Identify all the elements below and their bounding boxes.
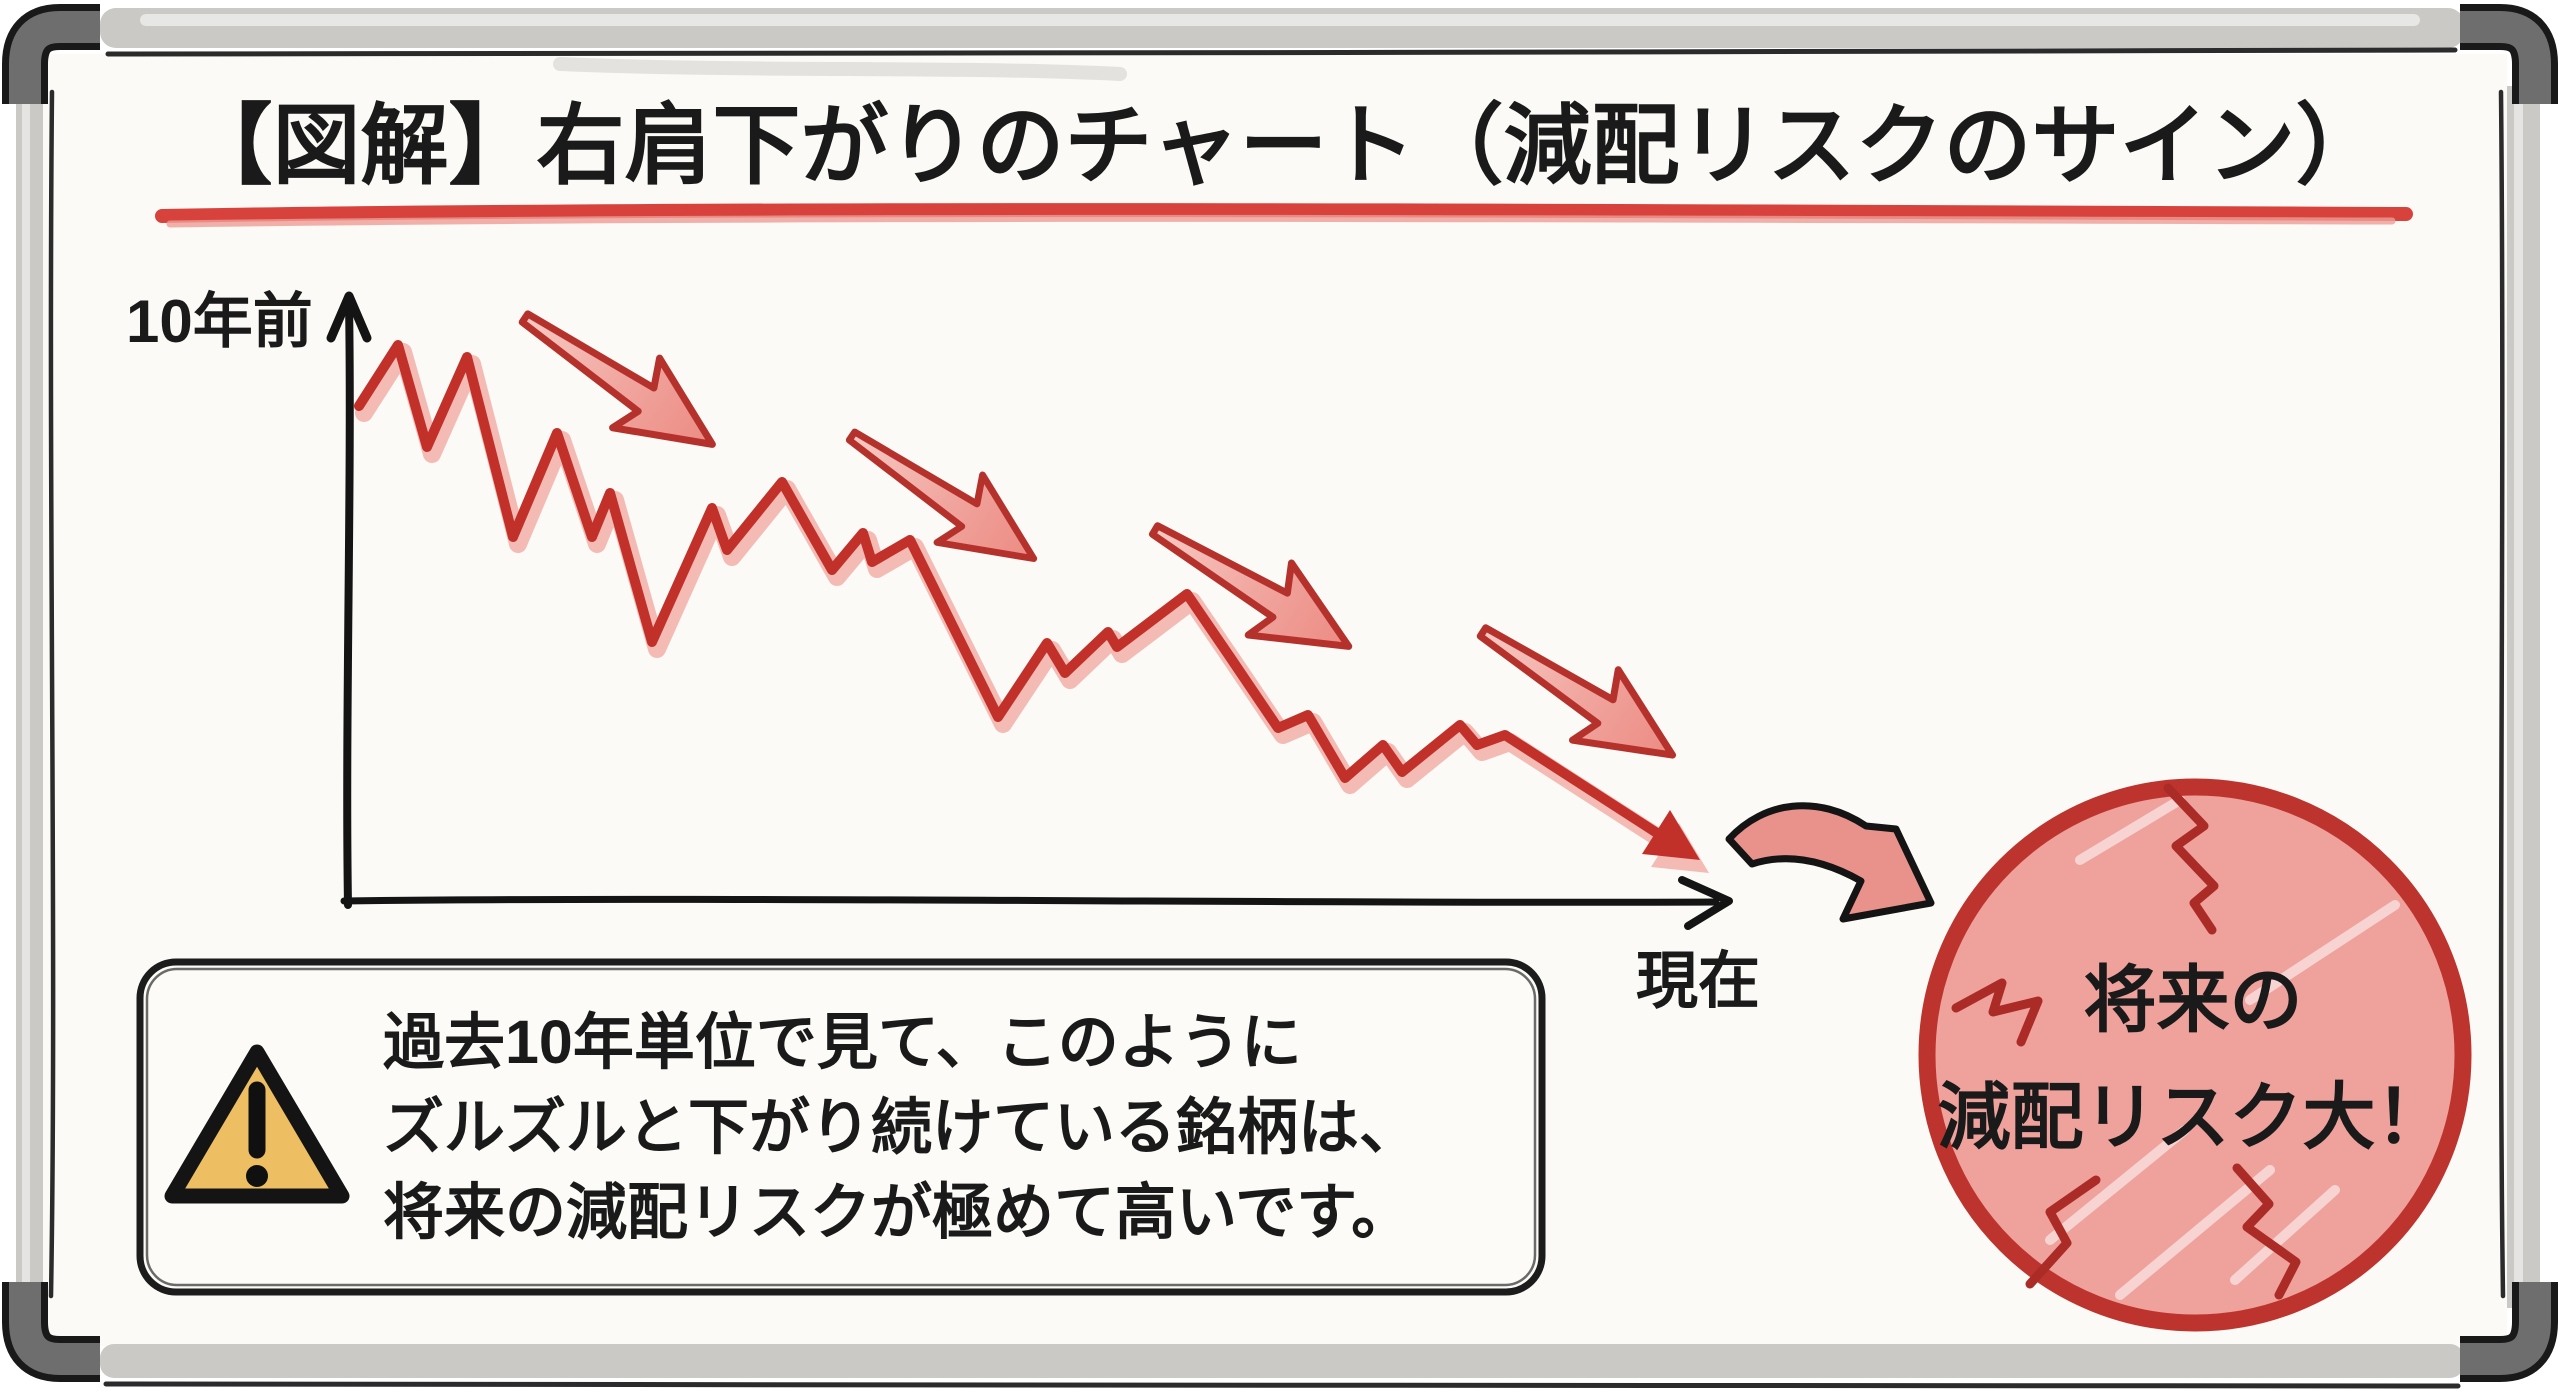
note-box-border	[136, 958, 1546, 1296]
crack-icon-bottom-left	[2025, 1175, 2101, 1289]
frame-left-highlight	[22, 100, 30, 1290]
x-axis-arrow-icon	[1678, 876, 1733, 930]
frame-smudge	[553, 57, 1127, 81]
title-underline	[155, 203, 2413, 228]
frame-corner-top-left	[9, 10, 100, 104]
crack-icon-bottom-right	[2232, 1163, 2301, 1300]
frame-corner-top-right	[2460, 10, 2551, 104]
frame-corner-bottom-right	[2460, 1282, 2551, 1375]
frame-top-sketch-line	[105, 47, 2458, 57]
frame-bottom-bar	[100, 1344, 2464, 1378]
warning-icon	[164, 1044, 350, 1204]
y-axis-label: 10年前	[126, 288, 313, 355]
warning-exclamation-dot	[246, 1165, 268, 1187]
frame-right-bar	[2507, 86, 2540, 1308]
risk-circle-line-2: 減配リスク大！	[1938, 1077, 2449, 1158]
risk-circle-line-1: 将来の	[2084, 960, 2303, 1041]
curved-arrow-icon	[1725, 802, 1935, 923]
x-axis-line	[340, 895, 1720, 906]
frame-corners	[2, 3, 2558, 1382]
note-text-line-2: ズルズルと下がり続けている銘柄は、	[383, 1093, 1420, 1161]
circle-highlight-streaks	[2045, 795, 2400, 1300]
trend-arrow-icon	[1642, 810, 1700, 860]
warning-note-box: 過去10年単位で見て、このように ズルズルと下がり続けている銘柄は、 将来の減配…	[136, 958, 1546, 1296]
y-axis-line	[343, 299, 354, 909]
y-axis-arrow-icon	[326, 291, 372, 343]
x-axis-label: 現在	[1636, 947, 1760, 1016]
frame-left-sketch-line	[48, 89, 56, 1299]
risk-circle-badge: 将来の 減配リスク大！	[1918, 778, 2472, 1332]
page-title: 【図解】右肩下がりのチャート（減配リスクのサイン）	[184, 96, 2383, 195]
risk-circle-outline	[1918, 778, 2472, 1332]
title-underline-main	[155, 203, 2413, 223]
note-text-line-1: 過去10年単位で見て、このように	[383, 1008, 1302, 1076]
frame-corner-bottom-left	[9, 1282, 100, 1375]
whiteboard-frame	[2, 3, 2558, 1389]
frame-bottom-sketch-line	[103, 1381, 2461, 1389]
chart-axes: 10年前 現在	[126, 288, 1760, 1016]
title-underline-shadow	[166, 214, 2396, 228]
frame-right-sketch-line	[2498, 89, 2506, 1299]
trend-line	[354, 340, 1665, 840]
crack-icon-top	[2163, 783, 2219, 935]
note-text-line-3: 将来の減配リスクが極めて高いです。	[383, 1178, 1412, 1246]
note-box-border-sketch	[145, 967, 1537, 1287]
circle-cracks	[1951, 783, 2301, 1300]
crack-icon-left	[1951, 978, 2043, 1047]
frame-right-highlight	[2514, 100, 2523, 1290]
declining-trend-line	[354, 340, 1709, 873]
risk-circle-shape	[1933, 793, 2457, 1317]
frame-top-highlight	[140, 14, 2420, 26]
